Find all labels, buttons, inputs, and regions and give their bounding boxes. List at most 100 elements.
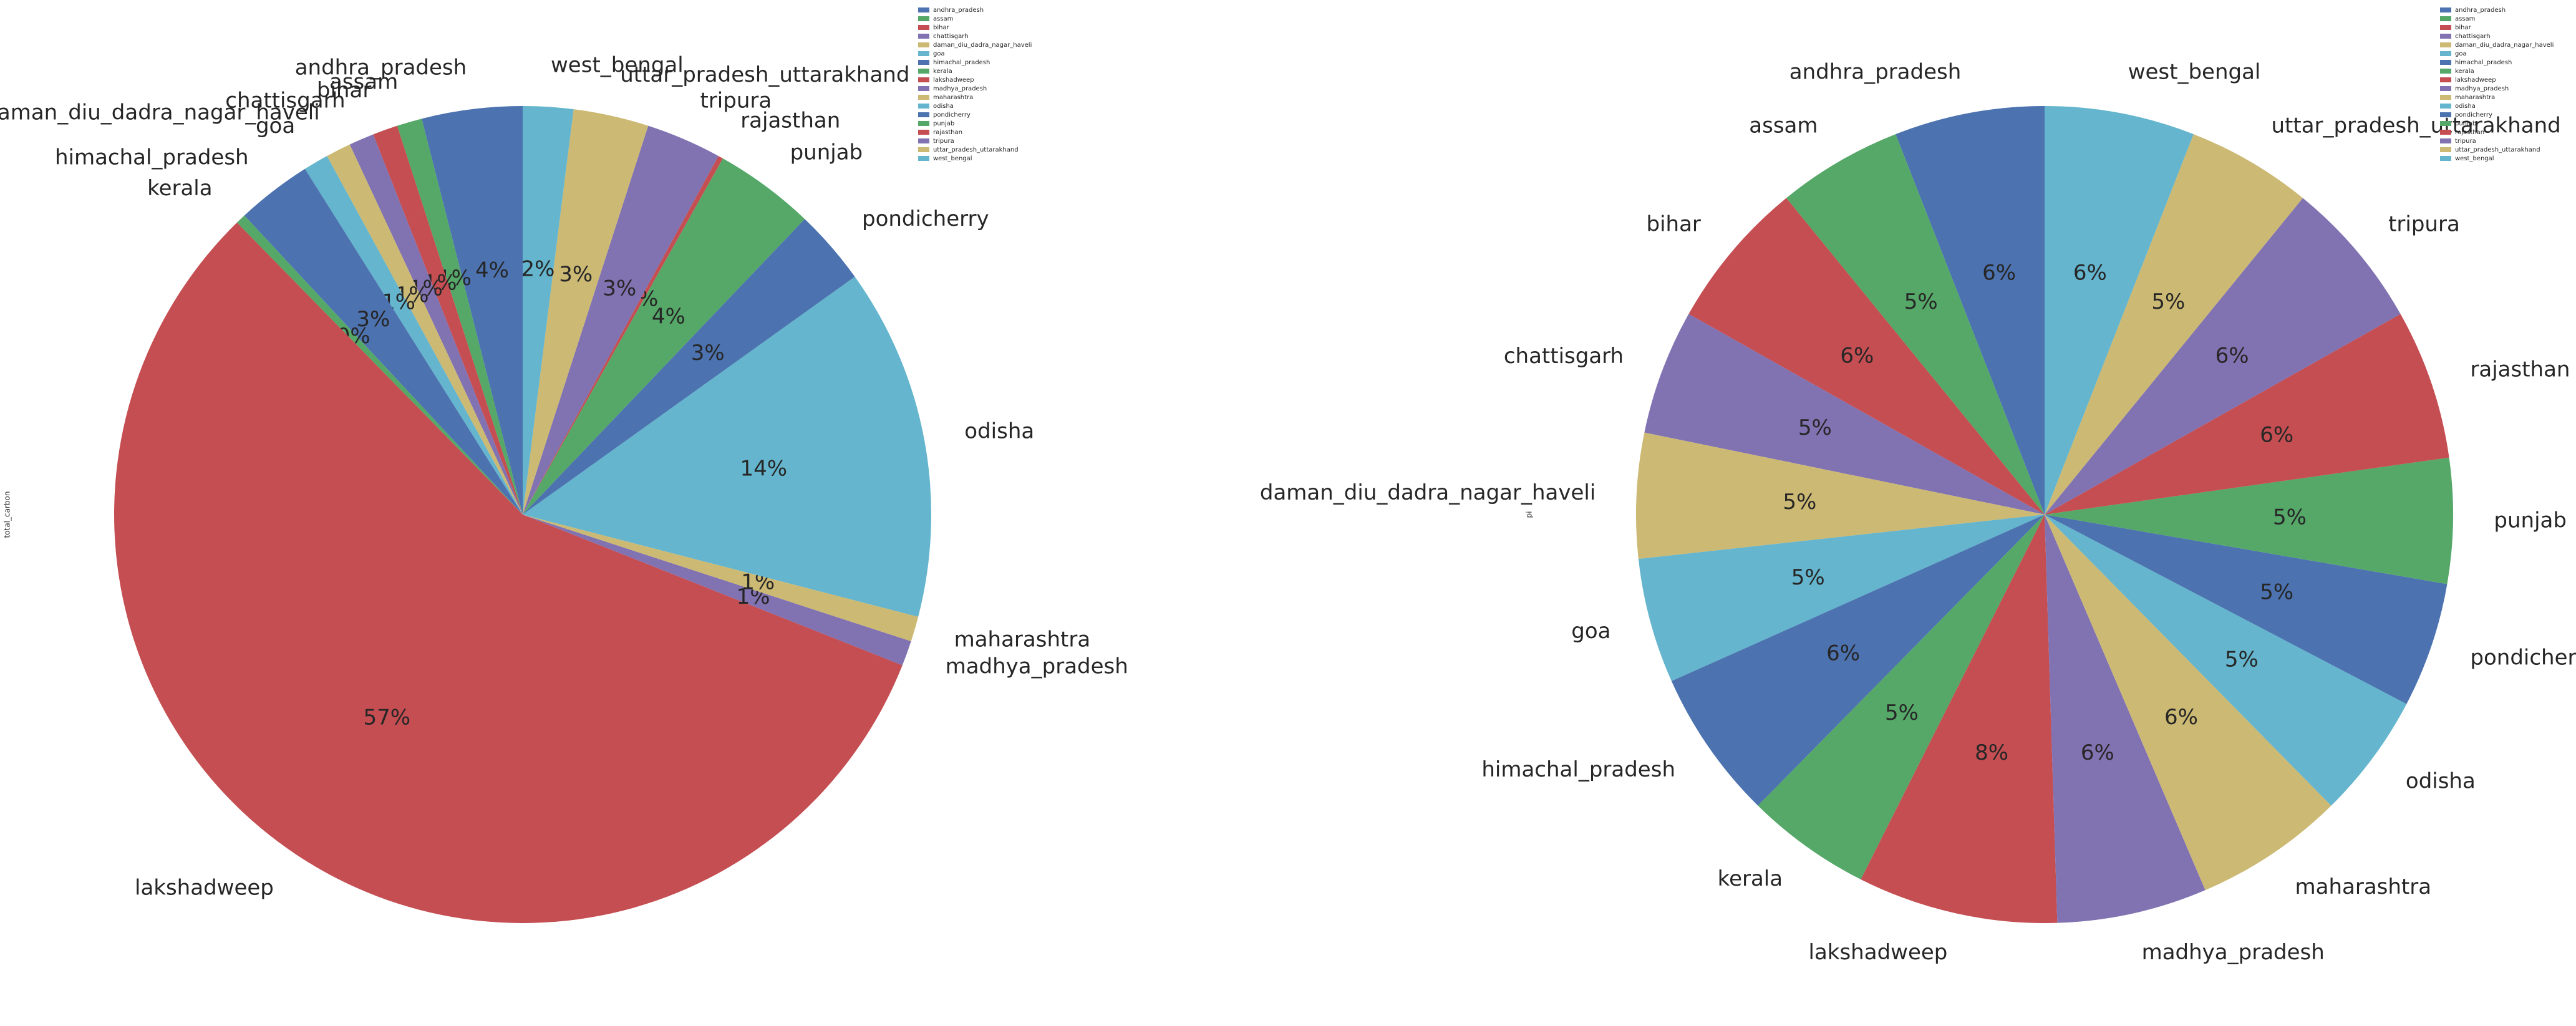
slice-label-maharashtra: maharashtra — [2295, 874, 2432, 899]
legend-swatch-madhya-pradesh — [918, 86, 929, 91]
legend-swatch-chattisgarh — [2440, 34, 2451, 39]
legend-label-odisha: odisha — [2455, 103, 2476, 110]
legend-swatch-uttar-pradesh-uttarakhand — [918, 147, 929, 152]
slice-percent-andhra-pradesh: 4% — [475, 258, 509, 283]
pie-slice-himachal-pradesh — [244, 168, 523, 515]
legend-label-daman-diu-dadra-nagar-haveli: daman_diu_dadra_nagar_haveli — [933, 42, 1032, 49]
slice-label-goa: goa — [256, 114, 295, 138]
slice-percent-pondicherry: 5% — [2260, 580, 2293, 605]
pie-slice-goa — [1638, 515, 2045, 682]
pie-slice-punjab — [2045, 457, 2453, 584]
slice-label-himachal-pradesh: himachal_pradesh — [1481, 757, 1675, 782]
pie-slice-uttar-pradesh-uttarakhand — [2045, 134, 2303, 515]
legend-swatch-lakshadweep — [918, 77, 929, 82]
legend-swatch-rajasthan — [2440, 130, 2451, 135]
legend-swatch-kerala — [2440, 69, 2451, 74]
pie-slice-chattisgarh — [1644, 314, 2045, 515]
slice-label-assam: assam — [1749, 113, 1818, 138]
legend-label-madhya-pradesh: madhya_pradesh — [2455, 85, 2509, 92]
slice-label-pondicherry: pondicherry — [2470, 646, 2576, 670]
legend-label-lakshadweep: lakshadweep — [2455, 77, 2496, 84]
legend-label-pondicherry: pondicherry — [933, 112, 971, 119]
legend-swatch-daman-diu-dadra-nagar-haveli — [918, 42, 929, 47]
pie-slice-andhra-pradesh — [1896, 106, 2045, 515]
pie-slice-goa — [304, 156, 523, 515]
pie-slice-himachal-pradesh — [1671, 515, 2045, 806]
legend-swatch-maharashtra — [918, 95, 929, 100]
legend-label-tripura: tripura — [2455, 138, 2476, 145]
legend-swatch-himachal-pradesh — [2440, 60, 2451, 65]
legend-label-maharashtra: maharashtra — [933, 94, 973, 101]
slice-label-madhya-pradesh: madhya_pradesh — [2142, 940, 2325, 965]
legend-label-maharashtra: maharashtra — [2455, 94, 2495, 101]
slice-label-bihar: bihar — [1647, 211, 1701, 236]
pie-slice-kerala — [1758, 515, 2045, 879]
slice-label-odisha: odisha — [964, 419, 1034, 444]
slice-percent-west-bengal: 2% — [521, 256, 555, 281]
legend-label-himachal-pradesh: himachal_pradesh — [2455, 59, 2512, 66]
legend-label-himachal-pradesh: himachal_pradesh — [933, 59, 990, 66]
pie-slice-tripura — [523, 125, 719, 515]
slice-label-goa: goa — [1571, 619, 1610, 644]
slice-percent-madhya-pradesh: 6% — [2081, 740, 2114, 765]
pie-slice-lakshadweep — [1861, 515, 2058, 923]
slice-label-odisha: odisha — [2406, 768, 2476, 793]
pie-slice-tripura — [2045, 198, 2401, 515]
slice-percent-bihar: 6% — [1840, 343, 1874, 368]
legend-swatch-kerala — [918, 69, 929, 74]
pie-slice-madhya-pradesh — [523, 515, 911, 665]
slice-label-west-bengal: west_bengal — [551, 52, 684, 77]
y-axis-label: total_carbon — [3, 491, 12, 538]
pie-slice-daman-diu-dadra-nagar-haveli — [1636, 432, 2045, 559]
legend-label-andhra-pradesh: andhra_pradesh — [2455, 7, 2506, 14]
pie-slice-uttar-pradesh-uttarakhand — [523, 109, 649, 515]
legend-label-goa: goa — [2455, 51, 2467, 57]
pie-chart-total-carbon: andhra_pradesh4%assam1%bihar1%chattisgar… — [0, 7, 1128, 923]
slice-label-himachal-pradesh: himachal_pradesh — [55, 145, 249, 170]
pie-slice-bihar — [1688, 198, 2045, 515]
slice-percent-maharashtra: 6% — [2164, 705, 2198, 730]
legend-swatch-tripura — [2440, 138, 2451, 143]
legend-swatch-lakshadweep — [2440, 77, 2451, 82]
pie-slice-rajasthan — [523, 156, 723, 515]
slice-label-tripura: tripura — [700, 89, 772, 114]
pie-slice-bihar — [373, 125, 523, 515]
pie-slice-odisha — [523, 276, 932, 617]
slice-percent-lakshadweep: 57% — [364, 705, 411, 730]
slice-percent-uttar-pradesh-uttarakhand: 3% — [559, 262, 593, 287]
pie-slice-pondicherry — [2045, 515, 2448, 704]
slice-label-west-bengal: west_bengal — [2128, 60, 2261, 85]
legend-label-rajasthan: rajasthan — [2455, 129, 2484, 136]
slice-percent-odisha: 14% — [740, 457, 788, 482]
legend-label-rajasthan: rajasthan — [933, 129, 962, 136]
legend-swatch-odisha — [918, 104, 929, 109]
legend-label-bihar: bihar — [933, 24, 950, 31]
slice-percent-pondicherry: 3% — [691, 341, 725, 365]
slice-percent-himachal-pradesh: 3% — [356, 307, 390, 332]
slice-percent-andhra-pradesh: 6% — [1982, 260, 2016, 285]
legend-label-assam: assam — [933, 16, 953, 22]
legend-swatch-andhra-pradesh — [918, 7, 929, 12]
legend-label-pondicherry: pondicherry — [2455, 112, 2492, 119]
legend-label-uttar-pradesh-uttarakhand: uttar_pradesh_uttarakhand — [933, 147, 1019, 153]
legend-label-punjab: punjab — [2455, 120, 2476, 127]
slice-percent-lakshadweep: 8% — [1975, 740, 2008, 765]
legend-swatch-himachal-pradesh — [918, 60, 929, 65]
slice-percent-tripura: 6% — [2215, 343, 2249, 368]
slice-label-madhya-pradesh: madhya_pradesh — [946, 654, 1128, 679]
legend-swatch-daman-diu-dadra-nagar-haveli — [2440, 42, 2451, 47]
slice-percent-chattisgarh: 5% — [1798, 415, 1832, 440]
legend-swatch-west-bengal — [2440, 156, 2451, 161]
legend-label-kerala: kerala — [2455, 68, 2474, 75]
legend-swatch-bihar — [918, 25, 929, 30]
slice-label-assam: assam — [329, 69, 398, 94]
pie-slice-maharashtra — [2045, 515, 2331, 891]
pie-chart-pi: andhra_pradesh 6% assam 5% bihar 6% chattisgar… — [1260, 7, 2576, 965]
legend-label-uttar-pradesh-uttarakhand: uttar_pradesh_uttarakhand — [2455, 147, 2540, 153]
legend-swatch-andhra-pradesh — [2440, 7, 2451, 12]
pie-slice-maharashtra — [523, 515, 919, 642]
legend-swatch-odisha — [2440, 104, 2451, 109]
slice-label-uttar-pradesh-uttarakhand: uttar_pradesh_uttarakhand — [620, 62, 909, 87]
slice-label-daman-diu-dadra-nagar-haveli: daman_diu_dadra_nagar_haveli — [1260, 480, 1595, 505]
